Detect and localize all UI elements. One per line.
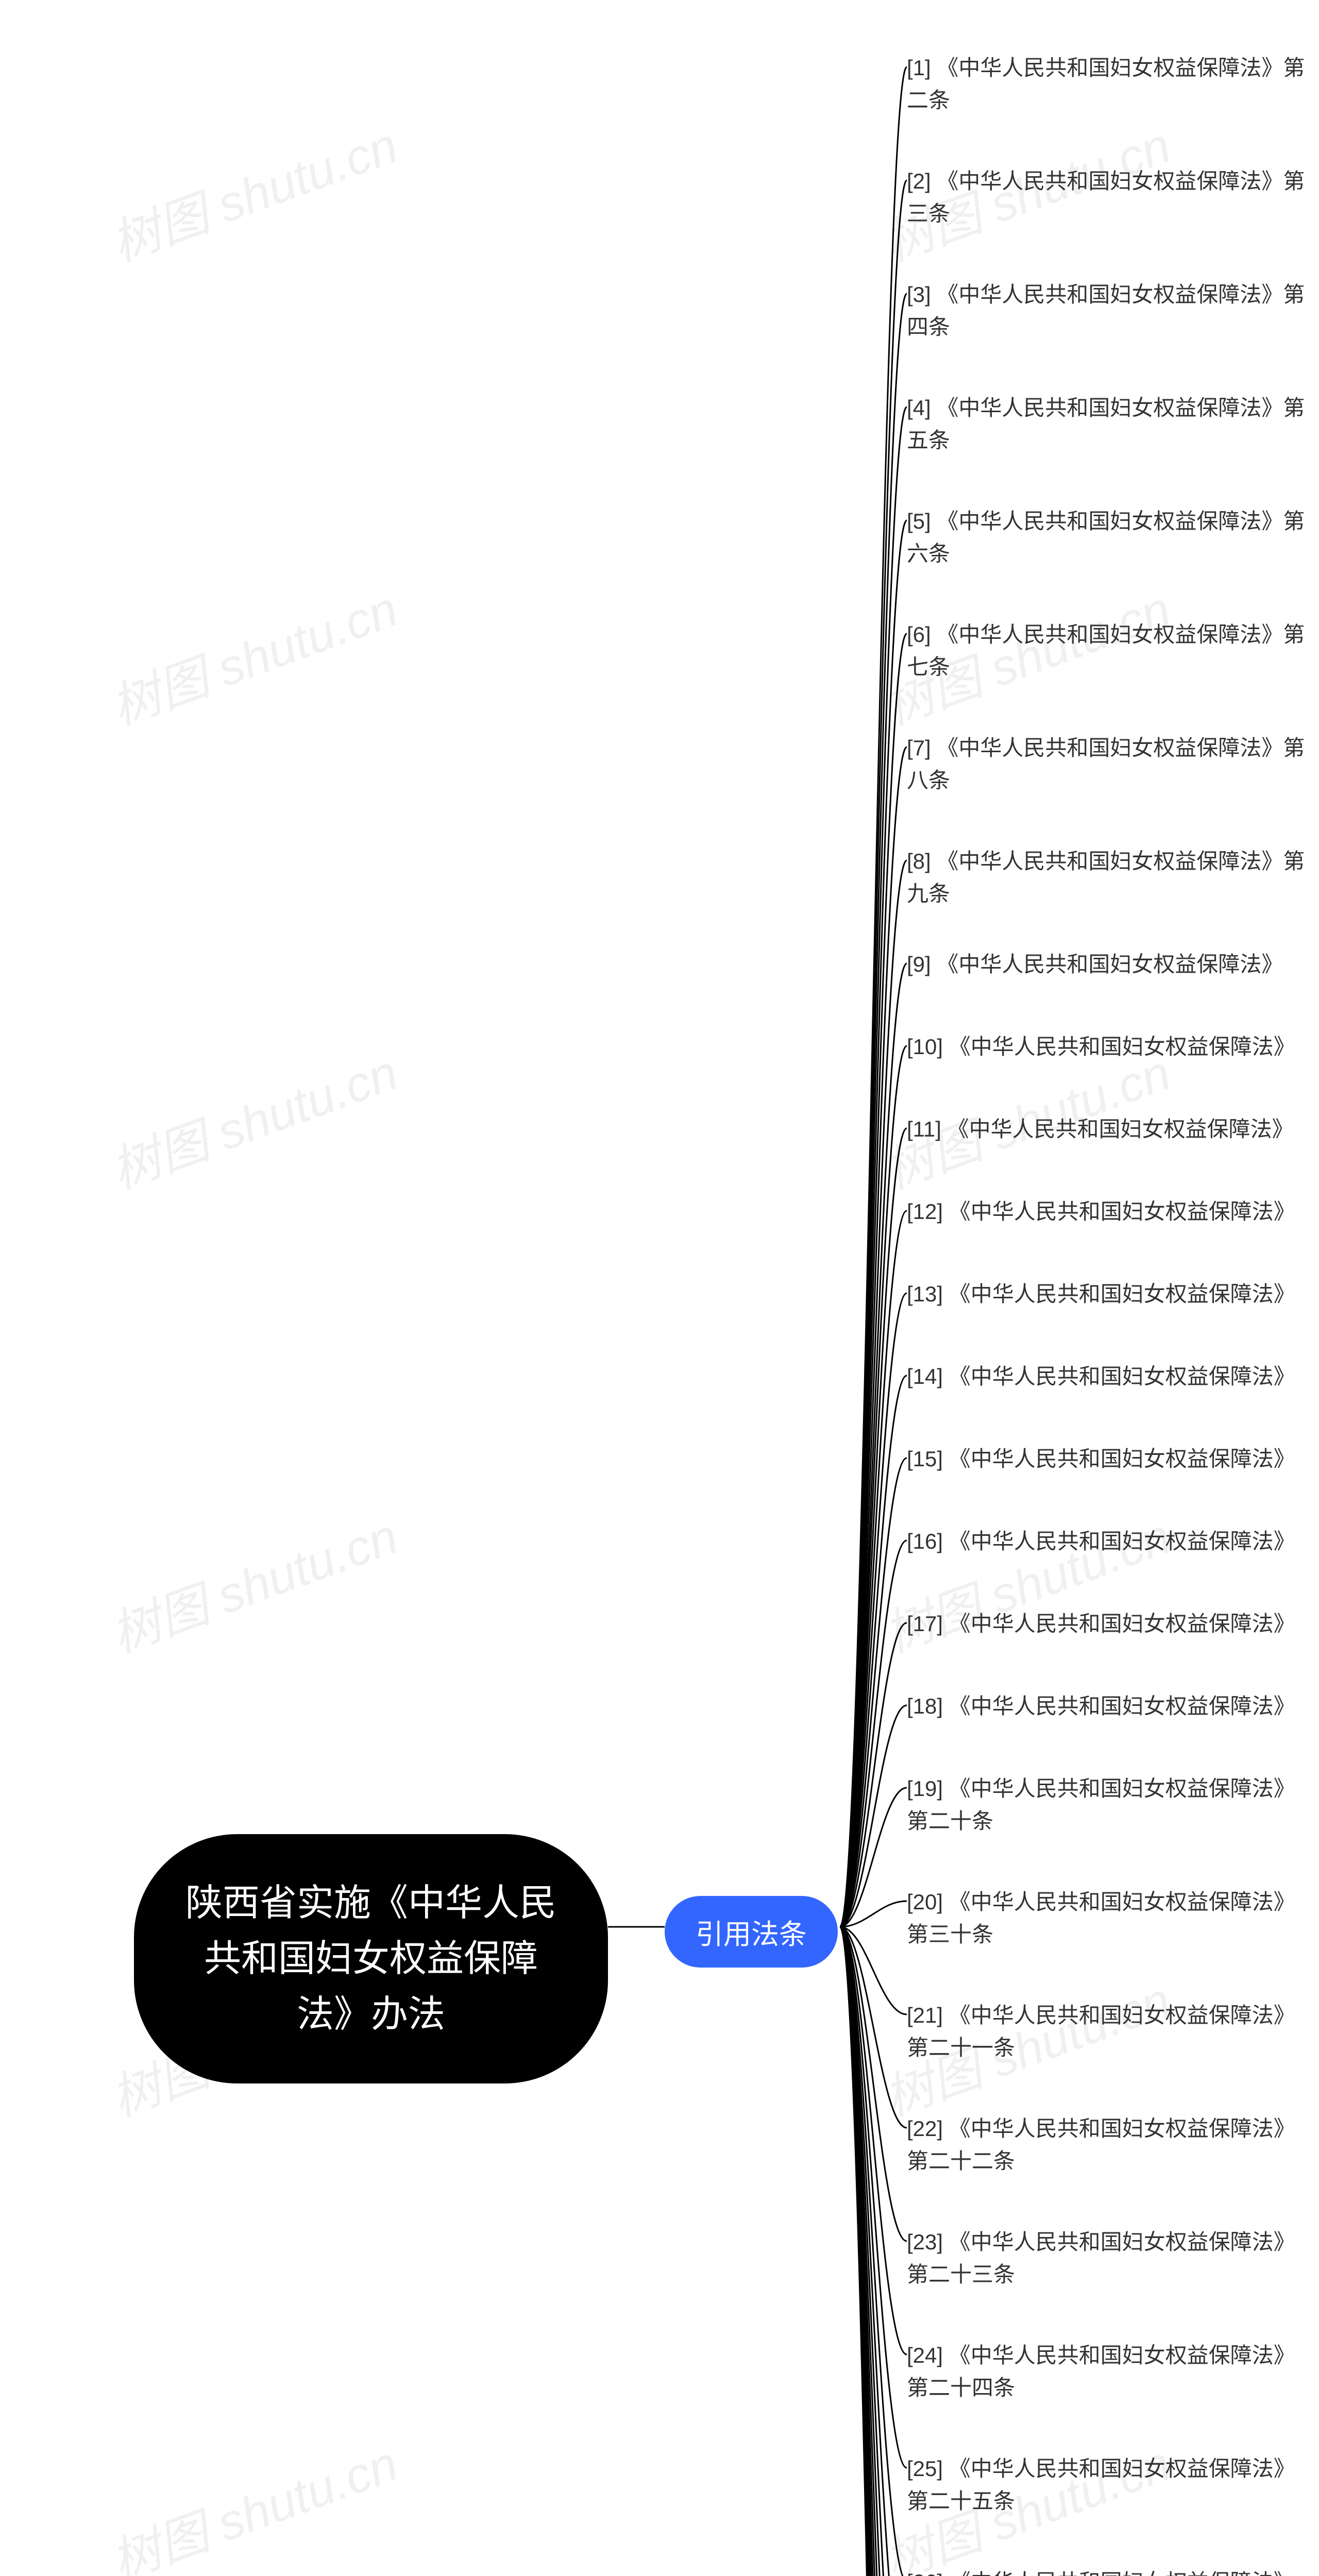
leaf-node[interactable]: [16] 《中华人民共和国妇女权益保障法》 (907, 1525, 1295, 1557)
leaf-node[interactable]: [19] 《中华人民共和国妇女权益保障法》第二十条 (907, 1772, 1309, 1837)
mindmap-canvas: 陕西省实施《中华人民共和国妇女权益保障法》办法 引用法条 [1] 《中华人民共和… (0, 0, 1319, 2576)
leaf-node[interactable]: [20] 《中华人民共和国妇女权益保障法》第三十条 (907, 1886, 1309, 1951)
leaf-node[interactable]: [11] 《中华人民共和国妇女权益保障法》 (907, 1113, 1294, 1145)
leaf-node[interactable]: [21] 《中华人民共和国妇女权益保障法》第二十一条 (907, 1999, 1309, 2064)
root-node[interactable]: 陕西省实施《中华人民共和国妇女权益保障法》办法 (134, 1834, 608, 2083)
leaf-node[interactable]: [15] 《中华人民共和国妇女权益保障法》 (907, 1443, 1295, 1475)
mid-node[interactable]: 引用法条 (665, 1896, 838, 1968)
leaf-node[interactable]: [17] 《中华人民共和国妇女权益保障法》 (907, 1607, 1295, 1640)
leaf-node[interactable]: [22] 《中华人民共和国妇女权益保障法》第二十二条 (907, 2112, 1309, 2177)
leaf-node[interactable]: [7] 《中华人民共和国妇女权益保障法》第八条 (907, 732, 1309, 796)
leaf-node[interactable]: [8] 《中华人民共和国妇女权益保障法》第九条 (907, 845, 1309, 910)
leaf-node[interactable]: [3] 《中华人民共和国妇女权益保障法》第四条 (907, 278, 1309, 343)
leaf-node[interactable]: [26] 《中华人民共和国妇女权益保障法》第二十六条 (907, 2566, 1309, 2576)
watermark-text: 树图 shutu.cn (873, 1497, 1179, 1667)
leaf-node[interactable]: [24] 《中华人民共和国妇女权益保障法》第二十四条 (907, 2339, 1309, 2404)
watermark-text: 树图 shutu.cn (100, 2424, 406, 2576)
watermark-text: 树图 shutu.cn (100, 569, 406, 739)
leaf-node[interactable]: [4] 《中华人民共和国妇女权益保障法》第五条 (907, 392, 1309, 456)
leaf-node[interactable]: [23] 《中华人民共和国妇女权益保障法》第二十三条 (907, 2226, 1309, 2291)
leaf-node[interactable]: [25] 《中华人民共和国妇女权益保障法》第二十五条 (907, 2452, 1309, 2517)
leaf-node[interactable]: [9] 《中华人民共和国妇女权益保障法》 (907, 948, 1283, 980)
leaf-node[interactable]: [1] 《中华人民共和国妇女权益保障法》第二条 (907, 52, 1309, 116)
watermark-text: 树图 shutu.cn (100, 1497, 406, 1667)
leaf-node[interactable]: [6] 《中华人民共和国妇女权益保障法》第七条 (907, 618, 1309, 683)
leaf-node[interactable]: [13] 《中华人民共和国妇女权益保障法》 (907, 1278, 1295, 1310)
watermark-text: 树图 shutu.cn (100, 1033, 406, 1203)
leaf-node[interactable]: [14] 《中华人民共和国妇女权益保障法》 (907, 1360, 1295, 1393)
leaf-node[interactable]: [2] 《中华人民共和国妇女权益保障法》第三条 (907, 165, 1309, 230)
leaf-node[interactable]: [5] 《中华人民共和国妇女权益保障法》第六条 (907, 505, 1309, 570)
watermark-text: 树图 shutu.cn (100, 106, 406, 276)
leaf-node[interactable]: [18] 《中华人民共和国妇女权益保障法》 (907, 1690, 1295, 1722)
leaf-node[interactable]: [12] 《中华人民共和国妇女权益保障法》 (907, 1195, 1295, 1228)
leaf-node[interactable]: [10] 《中华人民共和国妇女权益保障法》 (907, 1030, 1295, 1063)
